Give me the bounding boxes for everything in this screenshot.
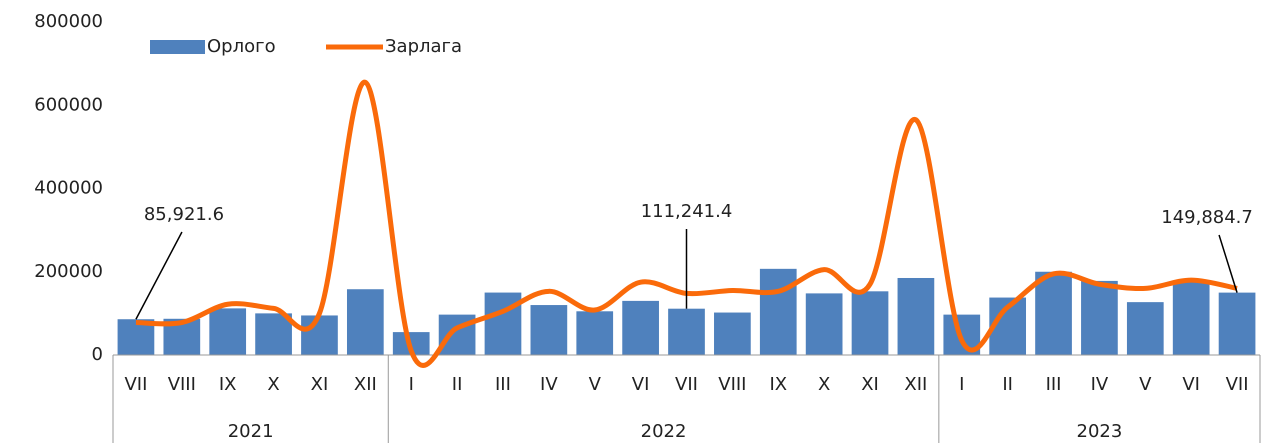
bar (1218, 292, 1256, 355)
data-label: 149,884.7 (1161, 207, 1253, 228)
x-tick-label: VII (124, 374, 147, 395)
x-tick-label: XI (861, 374, 879, 395)
x-tick-label: VIII (168, 374, 196, 395)
x-tick-label: III (495, 374, 511, 395)
y-tick-label: 400000 (34, 178, 103, 199)
bar (714, 312, 751, 355)
y-tick-label: 800000 (34, 11, 103, 32)
bar (1126, 302, 1164, 355)
x-tick-label: IX (219, 374, 237, 395)
y-tick-label: 600000 (34, 94, 103, 115)
x-tick-label: V (589, 374, 602, 395)
x-tick-label: VI (632, 374, 650, 395)
bar (209, 308, 247, 355)
x-tick-label: I (959, 374, 964, 395)
bar (668, 308, 705, 355)
bar (897, 277, 935, 355)
bar (851, 291, 889, 355)
bar (484, 292, 522, 355)
line (135, 79, 1238, 368)
x-tick-label: I (409, 374, 414, 395)
x-tick-label: XII (354, 374, 377, 395)
bar (1035, 271, 1072, 355)
x-tick-label: VII (675, 374, 698, 395)
x-tick-label: IV (1091, 374, 1109, 395)
y-tick-label: 0 (92, 344, 103, 365)
x-tick-label: V (1139, 374, 1152, 395)
bar (759, 268, 797, 355)
x-tick-label: VII (1226, 374, 1249, 395)
bar (576, 311, 614, 355)
data-label: 85,921.6 (144, 204, 224, 225)
x-tick-label: X (818, 374, 830, 395)
legend-label: Орлого (207, 36, 276, 57)
x-tick-label: II (452, 374, 463, 395)
bar (1081, 280, 1118, 355)
bar (301, 315, 338, 355)
leader-line (135, 231, 183, 320)
bar (622, 300, 659, 355)
y-tick-label: 200000 (34, 261, 103, 282)
x-tick-label: IX (769, 374, 787, 395)
group-label: 2022 (641, 421, 687, 442)
group-label: 2023 (1077, 421, 1123, 442)
x-tick-label: VI (1182, 374, 1200, 395)
x-tick-label: X (267, 374, 279, 395)
x-tick-label: VIII (718, 374, 746, 395)
data-label: 111,241.4 (641, 201, 733, 222)
bar (805, 293, 843, 355)
legend-swatch (150, 40, 205, 54)
x-tick-label: III (1046, 374, 1062, 395)
x-tick-label: XII (904, 374, 927, 395)
bar (346, 289, 384, 355)
x-tick-label: II (1002, 374, 1013, 395)
bar (1172, 280, 1210, 355)
bar (530, 305, 568, 355)
bar (255, 313, 292, 355)
group-label: 2021 (228, 421, 274, 442)
leader-line (1218, 234, 1238, 293)
x-tick-label: IV (540, 374, 558, 395)
x-tick-label: XI (311, 374, 329, 395)
legend-label: Зарлага (385, 36, 462, 57)
